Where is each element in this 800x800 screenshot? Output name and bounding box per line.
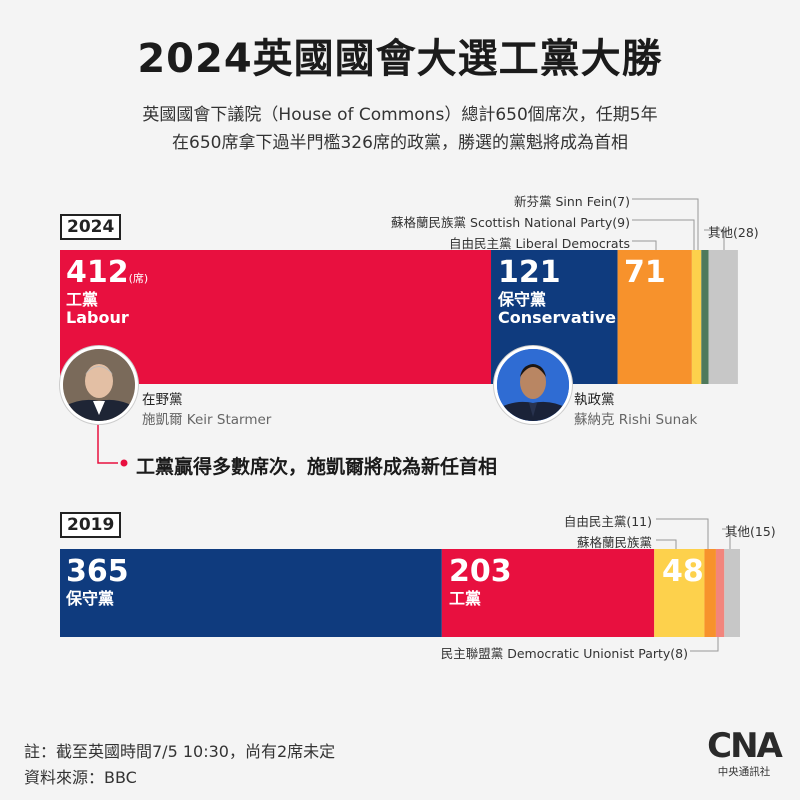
leader-snp-2019: [656, 539, 677, 549]
stacked-bar-2019: [60, 549, 740, 637]
bar-segment-2019-0: [60, 549, 442, 637]
bar-segment-2024-0: [60, 250, 492, 384]
labour-2024-seats: 412: [66, 255, 129, 290]
starmer-photo: [60, 346, 138, 424]
starmer-role: 在野黨: [142, 392, 183, 408]
year-label-2019: 2019: [60, 512, 122, 538]
con-2024-seats: 121: [498, 255, 561, 290]
leader-ld-2024: [632, 240, 657, 250]
leader-other-2024: [704, 229, 725, 250]
leader-snp-2024: [632, 219, 695, 250]
sunak-photo: [494, 346, 572, 424]
note-ld-2019: 自由民主黨(11): [563, 514, 652, 529]
labour-2024-label: 412(席) 工黨 Labour: [66, 255, 149, 327]
note-other-2019: 其他(15): [725, 524, 776, 539]
bar-segment-2019-5: [724, 549, 740, 637]
note-other-2024: 其他(28): [708, 225, 759, 240]
sunak-name: 蘇納克 Rishi Sunak: [574, 412, 698, 428]
year-label-2024: 2024: [60, 214, 122, 240]
note-dup-2019: 民主聯盟黨 Democratic Unionist Party(8): [440, 646, 688, 661]
snp-2019-label: 48: [662, 554, 704, 590]
con-2024-en: Conservative: [498, 307, 617, 327]
stacked-bar-2024: [60, 250, 738, 384]
bar-segment-2019-4: [715, 549, 725, 637]
subtitle-line-2: 在650席拿下過半門檻326席的政黨，勝選的黨魁將成為首相: [172, 133, 628, 153]
labour-2024-zh: 工黨: [66, 289, 99, 309]
con-2024-zh: 保守黨: [498, 289, 547, 309]
cna-logo-mark: CNA: [707, 726, 783, 766]
lab-2019-zh: 工黨: [449, 588, 482, 608]
note-ld-2024: 自由民主黨 Liberal Democrats: [448, 236, 630, 251]
bar-segment-2024-5: [708, 250, 738, 384]
con-2019-seats: 365: [66, 554, 129, 589]
con-2024-label: 121 保守黨 Conservative: [498, 255, 617, 327]
note-sinn-fein: 新芬黨 Sinn Fein(7): [514, 194, 630, 209]
cna-logo-caption: 中央通訊社: [717, 766, 771, 778]
seat-unit: (席): [128, 272, 149, 285]
footnote: 註：截至英國時間7/5 10:30，尚有2席未定: [24, 742, 336, 761]
note-snp-2024: 蘇格蘭民族黨 Scottish National Party(9): [391, 215, 630, 230]
bar-segment-2019-2: [654, 549, 705, 637]
bar-segment-2024-3: [691, 250, 702, 384]
con-2019-label: 365 保守黨: [66, 554, 129, 608]
lab-2019-seats: 203: [449, 554, 512, 589]
headline-bullet: [120, 459, 128, 467]
bar-segment-2024-4: [701, 250, 709, 384]
labour-2024-en: Labour: [66, 307, 129, 327]
leader-dup-2019: [690, 637, 719, 652]
bar-segment-2024-2: [617, 250, 692, 384]
page-title: 2024英國國會大選工黨大勝: [137, 36, 663, 82]
note-snp-2019: 蘇格蘭民族黨: [576, 535, 652, 550]
lab-2019-label: 203 工黨: [449, 554, 512, 608]
cna-logo: CNA 中央通訊社: [706, 726, 783, 779]
snp-2019-seats: 48: [662, 554, 704, 589]
ld-2024-label: 71: [624, 255, 666, 291]
sunak-caption: 執政黨 蘇納克 Rishi Sunak: [574, 388, 697, 428]
subtitle-line-1: 英國國會下議院（House of Commons）總計650個席次，任期5年: [142, 105, 658, 125]
ld-2024-seats: 71: [624, 255, 666, 290]
headline: 工黨贏得多數席次，施凱爾將成為新任首相: [136, 456, 498, 478]
con-2019-zh: 保守黨: [66, 588, 115, 608]
bar-segment-2019-3: [704, 549, 716, 637]
headline-connector: [97, 421, 118, 464]
starmer-caption: 在野黨 施凱爾 Keir Starmer: [142, 388, 271, 428]
leader-other-2019: [722, 528, 731, 549]
source: 資料來源：BBC: [24, 768, 137, 787]
starmer-name: 施凱爾 Keir Starmer: [142, 412, 272, 428]
bar-segment-2019-1: [441, 549, 655, 637]
leader-sinn-fein: [632, 198, 699, 250]
leader-ld-2019: [656, 518, 709, 549]
sunak-role: 執政黨: [574, 392, 615, 408]
